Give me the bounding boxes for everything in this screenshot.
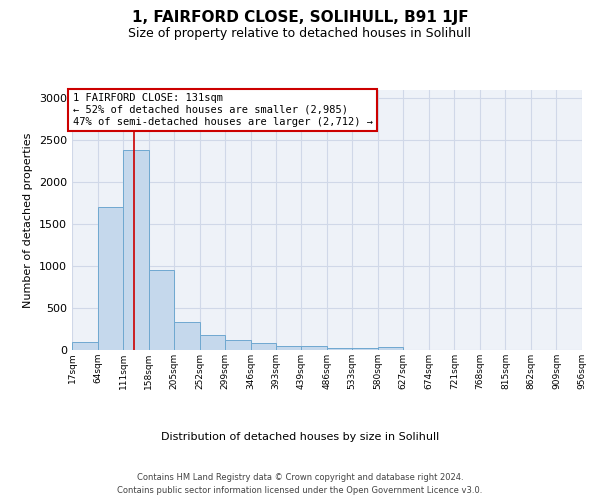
Bar (251, 344, 276, 350)
Text: Size of property relative to detached houses in Solihull: Size of property relative to detached ho… (128, 28, 472, 40)
Bar (98, 208, 123, 350)
Bar (123, 150, 149, 350)
Bar (352, 348, 378, 350)
Bar (276, 346, 301, 350)
Text: Contains HM Land Registry data © Crown copyright and database right 2024.: Contains HM Land Registry data © Crown c… (137, 472, 463, 482)
Text: Distribution of detached houses by size in Solihull: Distribution of detached houses by size … (161, 432, 439, 442)
Text: Contains public sector information licensed under the Open Government Licence v3: Contains public sector information licen… (118, 486, 482, 495)
Bar (378, 348, 403, 350)
Bar (149, 270, 174, 350)
Y-axis label: Number of detached properties: Number of detached properties (23, 132, 34, 308)
Bar (72, 342, 98, 350)
Text: 1, FAIRFORD CLOSE, SOLIHULL, B91 1JF: 1, FAIRFORD CLOSE, SOLIHULL, B91 1JF (131, 10, 469, 25)
Bar (200, 336, 225, 350)
Text: 1 FAIRFORD CLOSE: 131sqm
← 52% of detached houses are smaller (2,985)
47% of sem: 1 FAIRFORD CLOSE: 131sqm ← 52% of detach… (73, 94, 373, 126)
Bar (327, 348, 352, 350)
Bar (225, 340, 251, 350)
Bar (301, 346, 327, 350)
Bar (174, 322, 200, 350)
